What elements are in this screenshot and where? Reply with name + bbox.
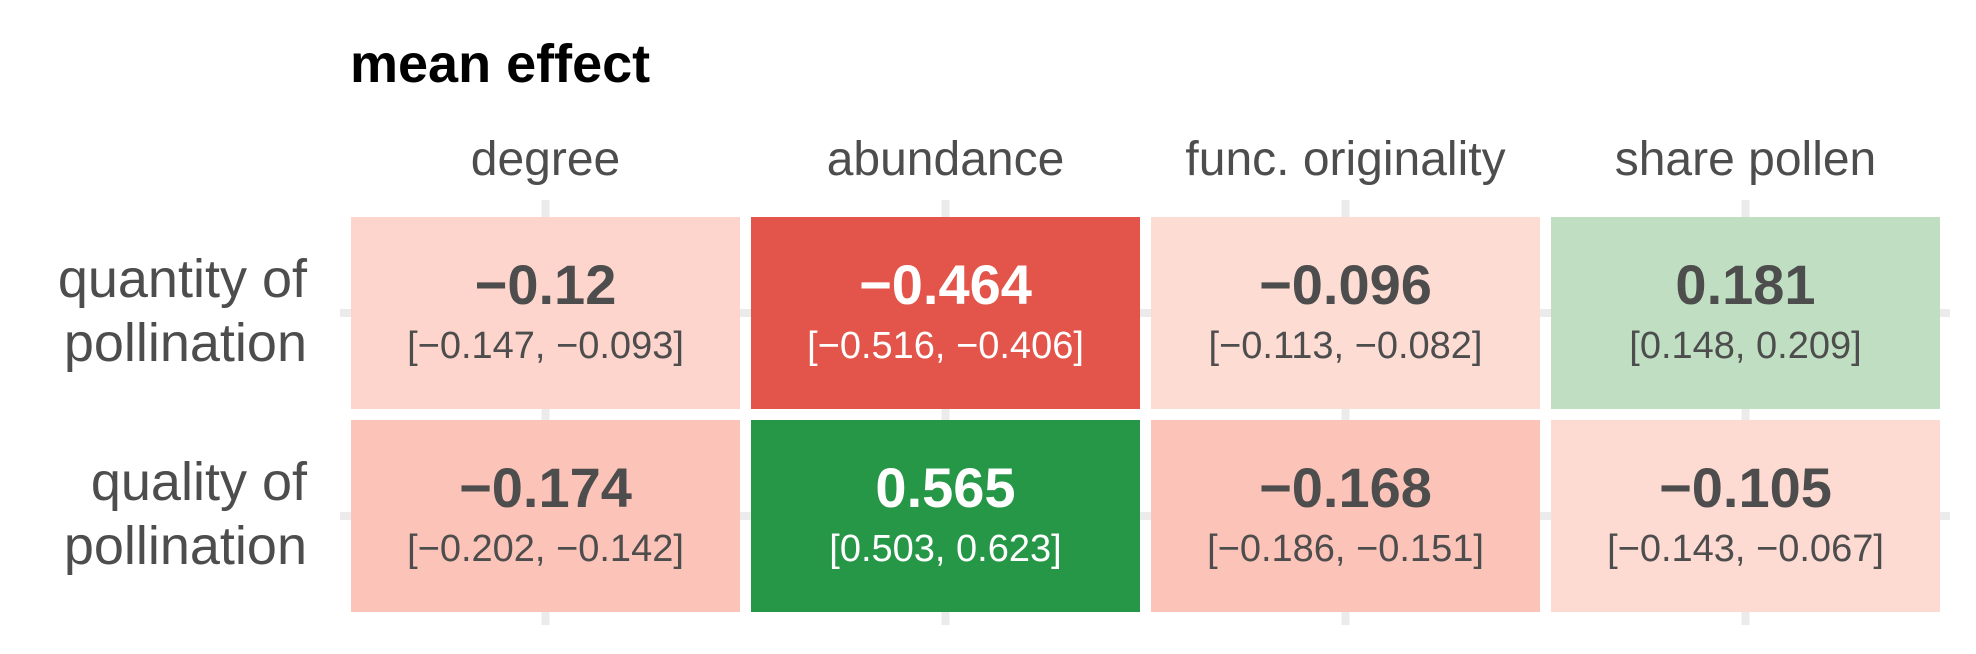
heatmap-cell: −0.096 [−0.113, −0.082]: [1151, 217, 1540, 409]
cell-value-label: −0.12: [475, 253, 617, 316]
column-label: func. originality: [1185, 133, 1505, 186]
heatmap-cell: −0.12 [−0.147, −0.093]: [351, 217, 740, 409]
cell-value-label: −0.105: [1659, 456, 1832, 519]
row-label: quantity of pollination: [58, 249, 308, 373]
row-label-line: pollination: [64, 516, 307, 576]
cell-tile: [1151, 420, 1540, 612]
column-labels: degree abundance func. originality share po…: [471, 133, 1876, 186]
heatmap-cell: −0.464 [−0.516, −0.406]: [751, 217, 1140, 409]
column-label: share pollen: [1615, 133, 1877, 186]
heatmap-cell: 0.181 [0.148, 0.209]: [1551, 217, 1940, 409]
cell-tile: [351, 217, 740, 409]
heatmap-cell: −0.174 [−0.202, −0.142]: [351, 420, 740, 612]
cell-value-label: −0.096: [1259, 253, 1432, 316]
cell-ci-label: [−0.113, −0.082]: [1209, 325, 1483, 367]
cell-ci-label: [0.503, 0.623]: [829, 528, 1061, 570]
cell-ci-label: [−0.516, −0.406]: [807, 325, 1084, 367]
heatmap-cell: −0.105 [−0.143, −0.067]: [1551, 420, 1940, 612]
row-label: quality of pollination: [64, 452, 308, 576]
cell-ci-label: [−0.143, −0.067]: [1607, 528, 1884, 570]
column-label: degree: [471, 133, 620, 186]
cell-tile: [1551, 420, 1940, 612]
cell-tile: [751, 420, 1140, 612]
cell-tile: [351, 420, 740, 612]
chart-title: mean effect: [350, 34, 650, 94]
row-label-line: pollination: [64, 313, 307, 373]
column-label: abundance: [827, 133, 1065, 186]
heatmap-cell: 0.565 [0.503, 0.623]: [751, 420, 1140, 612]
cell-value-label: −0.168: [1259, 456, 1432, 519]
cell-value-label: −0.464: [859, 253, 1032, 316]
heatmap-cells: −0.12 [−0.147, −0.093] −0.464 [−0.516, −0.4…: [351, 217, 1940, 612]
cell-ci-label: [0.148, 0.209]: [1629, 325, 1861, 367]
row-label-line: quantity of: [58, 249, 308, 309]
heatmap-cell: −0.168 [−0.186, −0.151]: [1151, 420, 1540, 612]
row-label-line: quality of: [91, 452, 308, 512]
cell-tile: [1151, 217, 1540, 409]
cell-value-label: −0.174: [459, 456, 632, 519]
cell-ci-label: [−0.186, −0.151]: [1207, 528, 1484, 570]
cell-ci-label: [−0.202, −0.142]: [407, 528, 684, 570]
cell-value-label: 0.565: [875, 456, 1015, 519]
cell-value-label: 0.181: [1675, 253, 1815, 316]
cell-tile: [751, 217, 1140, 409]
cell-ci-label: [−0.147, −0.093]: [407, 325, 684, 367]
cell-tile: [1551, 217, 1940, 409]
